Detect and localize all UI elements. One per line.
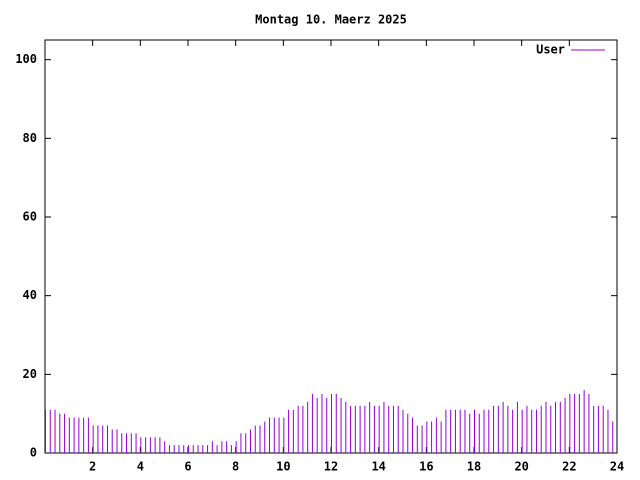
y-tick-label: 80 [23, 131, 37, 145]
y-tick-label: 100 [15, 52, 37, 66]
x-tick-label: 2 [89, 460, 96, 474]
x-tick-label: 8 [232, 460, 239, 474]
x-tick-label: 16 [419, 460, 433, 474]
x-tick-label: 12 [324, 460, 338, 474]
x-tick-label: 24 [610, 460, 624, 474]
legend-label: User [536, 43, 565, 57]
y-tick-label: 60 [23, 210, 37, 224]
y-tick-label: 20 [23, 367, 37, 381]
y-tick-label: 0 [30, 446, 37, 460]
x-tick-label: 22 [562, 460, 576, 474]
y-tick-label: 40 [23, 288, 37, 302]
x-tick-label: 4 [137, 460, 144, 474]
x-tick-label: 6 [184, 460, 191, 474]
x-tick-label: 10 [276, 460, 290, 474]
x-tick-label: 20 [514, 460, 528, 474]
x-tick-label: 18 [467, 460, 481, 474]
chart-title: Montag 10. Maerz 2025 [255, 13, 407, 27]
x-tick-label: 14 [371, 460, 385, 474]
